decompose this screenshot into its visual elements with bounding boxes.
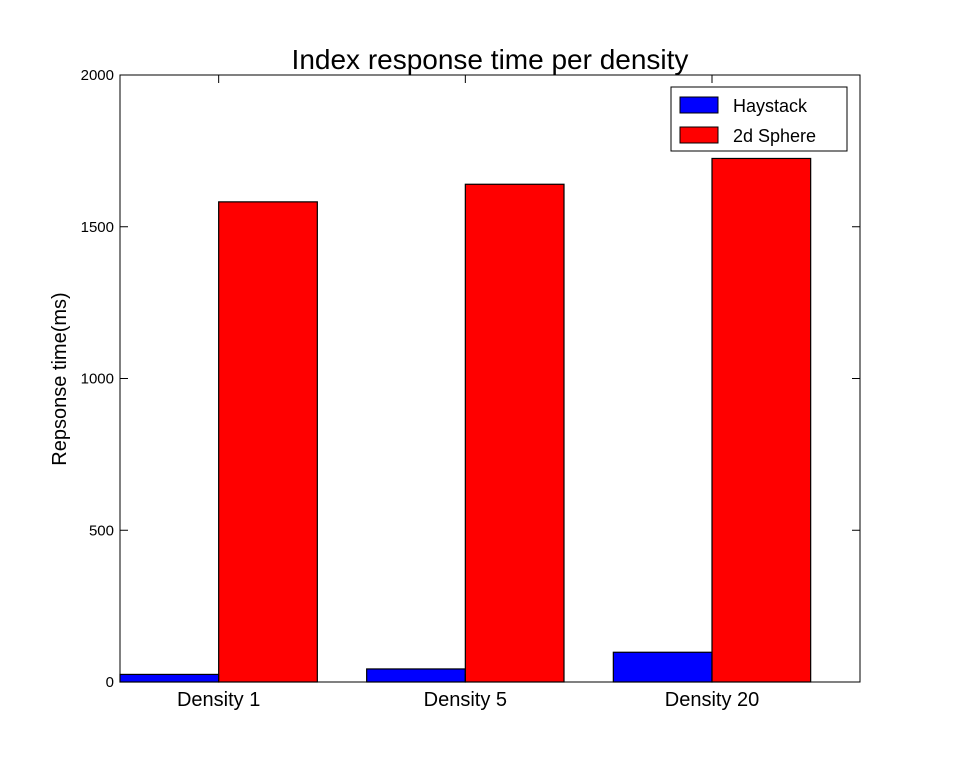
plot-frame [119,74,861,683]
bar-haystack-density-5 [366,668,466,683]
y-tick-label: 500 [89,522,114,539]
legend-swatch-2d-sphere [679,126,719,144]
bar-2d-sphere-density-1 [218,201,318,683]
legend-swatch-haystack [679,96,719,114]
y-tick-label: 2000 [81,67,114,84]
legend: Haystack 2d Sphere [670,86,848,152]
x-tick-label: Density 20 [665,689,760,711]
legend-label-haystack: Haystack [733,96,808,116]
bar-2d-sphere-density-20 [711,157,812,683]
y-axis-label: Repsonse time(ms) [49,292,71,465]
bar-2d-sphere-density-5 [464,183,565,683]
bars-group [119,157,812,683]
chart-title: Index response time per density [292,44,689,75]
legend-label-2d-sphere: 2d Sphere [733,126,816,146]
y-ticks-group: 0 500 1000 1500 2000 [81,67,860,691]
x-ticks-group: Density 1 Density 5 Density 20 [177,75,759,711]
y-tick-label: 1000 [81,371,114,388]
bar-haystack-density-1 [119,673,220,683]
y-tick-label: 1500 [81,219,114,236]
bar-haystack-density-20 [612,651,713,683]
x-tick-label: Density 1 [177,689,260,711]
y-tick-label: 0 [106,674,114,691]
x-tick-label: Density 5 [424,689,507,711]
